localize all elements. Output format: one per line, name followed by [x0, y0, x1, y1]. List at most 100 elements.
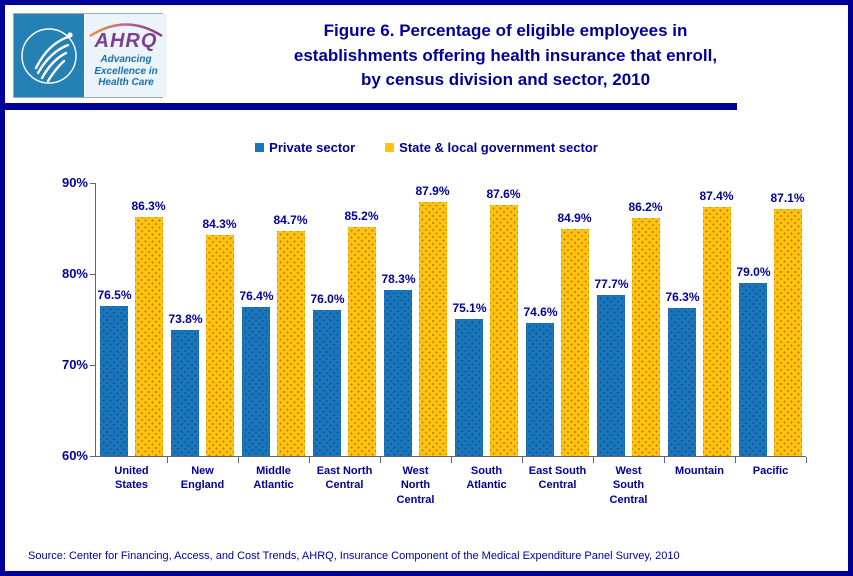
y-axis-tick — [90, 273, 96, 275]
bar-value-label: 85.2% — [344, 208, 379, 223]
y-axis-tick — [90, 364, 96, 366]
bar-private — [668, 307, 697, 456]
bar-private — [171, 330, 200, 456]
bar-value-label: 87.4% — [699, 188, 734, 203]
bar-private — [739, 283, 768, 456]
y-axis-label: 90% — [61, 175, 88, 190]
bar-private — [384, 289, 413, 456]
bar-wrap: 76.3% — [665, 183, 700, 456]
bar-group: 76.0% 85.2% East North Central — [309, 183, 381, 491]
bar-government — [560, 229, 589, 456]
x-axis-label: New England — [180, 465, 225, 492]
bar-wrap: 76.4% — [239, 183, 274, 456]
bar-value-label: 79.0% — [736, 265, 771, 280]
bar-value-label: 84.3% — [202, 216, 237, 231]
bar-private — [455, 318, 484, 456]
header: AHRQ Advancing Excellence in Health Care… — [5, 5, 848, 103]
bar-wrap: 86.2% — [629, 183, 663, 456]
legend-item-private: Private sector — [255, 140, 355, 155]
bar-government — [205, 234, 234, 456]
bar-value-label: 76.4% — [239, 288, 274, 303]
source-note: Source: Center for Financing, Access, an… — [28, 550, 680, 562]
y-axis-label: 60% — [61, 448, 88, 463]
plot-area: 60% 70% 80% 90% 76.5% 86.3% United States 73.8%… — [62, 176, 807, 506]
x-axis-label: Pacific — [752, 465, 789, 477]
bar-government — [347, 226, 376, 456]
x-axis-label: East North Central — [316, 465, 373, 492]
bar-group: 73.8% 84.3% New England — [167, 183, 239, 491]
bar-value-label: 76.5% — [97, 287, 132, 302]
bar-wrap: 84.3% — [203, 183, 237, 456]
bar-value-label: 87.1% — [770, 191, 805, 206]
y-axis-label: 80% — [61, 266, 88, 281]
y-axis-tick — [90, 455, 96, 457]
ahrq-logo: AHRQ Advancing Excellence in Health Care — [13, 13, 167, 98]
legend-swatch-private — [255, 143, 265, 152]
rainbow-arc-icon — [89, 23, 163, 38]
bar-government — [418, 202, 447, 456]
bar-wrap: 84.9% — [558, 183, 592, 456]
bar-value-label: 86.3% — [131, 198, 166, 213]
figure-title-line3: by census division and sector, 2010 — [360, 70, 651, 90]
bar-wrap: 86.3% — [132, 183, 166, 456]
bar-wrap: 87.1% — [771, 183, 805, 456]
bar-group: 74.6% 84.9% East South Central — [522, 183, 594, 491]
bar-value-label: 77.7% — [594, 276, 629, 291]
bar-wrap: 79.0% — [736, 183, 771, 456]
bar-wrap: 78.3% — [381, 183, 416, 456]
bar-value-label: 87.9% — [415, 184, 450, 199]
bar-wrap: 87.6% — [487, 183, 521, 456]
figure-title-line1: Figure 6. Percentage of eligible employe… — [323, 21, 688, 40]
hhs-seal — [14, 14, 84, 97]
x-axis-label: West North Central — [396, 465, 435, 506]
bar-value-label: 84.7% — [273, 213, 308, 228]
bar-wrap: 85.2% — [345, 183, 379, 456]
bar-private — [313, 310, 342, 456]
hhs-eagle-icon — [21, 27, 77, 84]
bar-group: 76.5% 86.3% United States — [96, 183, 168, 491]
bar-group: 77.7% 86.2% West South Central — [593, 183, 665, 506]
bar-group: 75.1% 87.6% South Atlantic — [451, 183, 523, 491]
ahrq-wordmark: AHRQ Advancing Excellence in Health Care — [84, 14, 167, 97]
bar-private — [242, 306, 271, 456]
x-axis-label: West South Central — [609, 465, 648, 506]
bar-value-label: 75.1% — [452, 300, 487, 315]
bar-private — [100, 305, 129, 456]
ahrq-tagline: Advancing Excellence in Health Care — [94, 54, 158, 89]
bar-value-label: 76.3% — [665, 289, 700, 304]
bar-value-label: 87.6% — [486, 186, 521, 201]
bar-group: 79.0% 87.1% Pacific — [735, 183, 807, 477]
bar-value-label: 74.6% — [523, 305, 558, 320]
chart-legend: Private sector State & local government … — [5, 140, 848, 155]
x-axis-label: East South Central — [528, 465, 587, 492]
bar-value-label: 86.2% — [628, 199, 663, 214]
legend-label-private: Private sector — [269, 140, 356, 155]
x-axis-label: United States — [114, 465, 149, 492]
bar-wrap: 76.0% — [310, 183, 345, 456]
bar-wrap: 73.8% — [168, 183, 203, 456]
bar-government — [702, 206, 731, 456]
legend-item-government: State & local government sector — [385, 140, 598, 155]
legend-swatch-government — [385, 143, 395, 152]
bar-wrap: 76.5% — [97, 183, 132, 456]
bar-government — [773, 209, 802, 456]
x-axis-label: Mountain — [675, 465, 724, 477]
bar-value-label: 73.8% — [168, 312, 203, 327]
bar-value-label: 76.0% — [310, 292, 345, 307]
y-axis-label: 70% — [61, 357, 88, 372]
bar-value-label: 78.3% — [381, 271, 416, 286]
bar-government — [489, 204, 518, 456]
ahrq-acronym: AHRQ — [94, 30, 158, 53]
legend-label-government: State & local government sector — [399, 140, 598, 155]
bar-government — [631, 217, 660, 456]
bar-private — [526, 323, 555, 456]
bar-wrap: 75.1% — [452, 183, 487, 456]
bar-group: 76.4% 84.7% Middle Atlantic — [238, 183, 310, 491]
figure-title-line2: establishments offering health insurance… — [293, 45, 718, 65]
bar-wrap: 77.7% — [594, 183, 629, 456]
bar-value-label: 84.9% — [557, 211, 592, 226]
bar-private — [597, 294, 626, 456]
bar-wrap: 87.9% — [416, 183, 450, 456]
bar-government — [276, 231, 305, 456]
